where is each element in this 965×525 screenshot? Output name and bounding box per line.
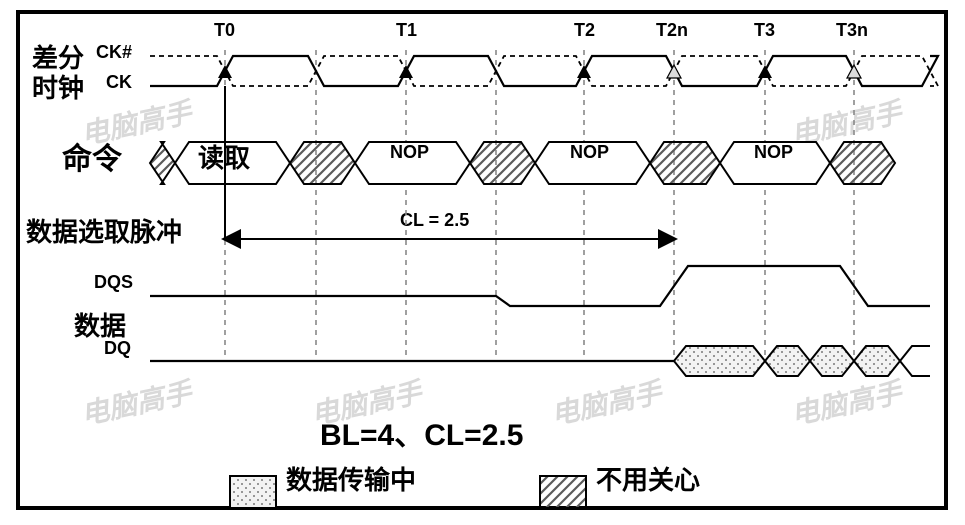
cmd-nop2: NOP	[570, 142, 609, 163]
cmd-read: 读取	[198, 138, 250, 175]
diagram-frame: 电脑高手 电脑高手 电脑高手 电脑高手 电脑高手 电脑高手 差分 时钟 CK# …	[16, 10, 948, 510]
cmd-nop3: NOP	[754, 142, 793, 163]
timing-svg	[20, 14, 948, 510]
cmd-nop1: NOP	[390, 142, 429, 163]
